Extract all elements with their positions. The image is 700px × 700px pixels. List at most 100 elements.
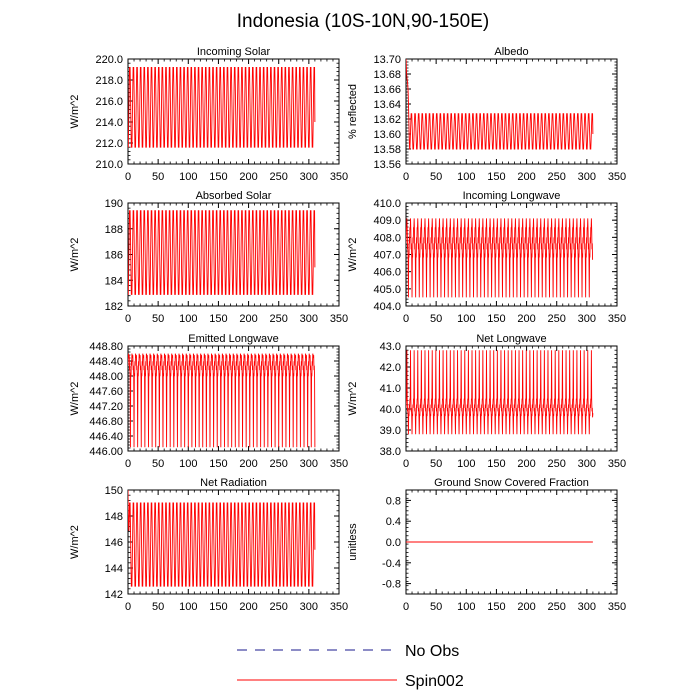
emitted-longwave-series-spin002 bbox=[128, 353, 316, 448]
net-longwave-ytick-label-4: 42.0 bbox=[380, 362, 401, 374]
ground-snow-covered-fraction-xtick-label-4: 200 bbox=[517, 601, 535, 613]
incoming-solar-title: Incoming Solar bbox=[197, 46, 271, 58]
incoming-longwave-ytick-label-0: 404.0 bbox=[373, 301, 401, 313]
absorbed-solar-series-spin002 bbox=[128, 210, 316, 295]
absorbed-solar-ytick-label-1: 184 bbox=[105, 275, 123, 287]
ground-snow-covered-fraction-xtick-label-7: 350 bbox=[608, 601, 626, 613]
panels: Incoming Solar W/m^2 0 50 100 150 200 250 300 350… bbox=[69, 46, 626, 613]
net-radiation-xtick-label-0: 0 bbox=[125, 601, 131, 613]
net-longwave-ytick-label-1: 39.0 bbox=[380, 425, 401, 437]
net-longwave-ytick-label-0: 38.0 bbox=[380, 446, 401, 458]
albedo-ytick-label-3: 13.62 bbox=[373, 114, 401, 126]
incoming-longwave-ytick-label-3: 407.0 bbox=[373, 250, 401, 262]
absorbed-solar-xtick-label-6: 300 bbox=[300, 313, 318, 325]
albedo-ytick-label-4: 13.64 bbox=[373, 99, 401, 111]
absorbed-solar-xtick-label-3: 150 bbox=[209, 313, 227, 325]
incoming-longwave-ytick-label-4: 408.0 bbox=[373, 232, 401, 244]
ground-snow-covered-fraction-xtick-label-2: 100 bbox=[457, 601, 475, 613]
ground-snow-covered-fraction-ytick-label-1: -0.4 bbox=[382, 558, 401, 570]
incoming-longwave-ytick-label-1: 405.0 bbox=[373, 284, 401, 296]
ground-snow-covered-fraction-xtick-label-5: 250 bbox=[548, 601, 566, 613]
net-longwave-series-spin002 bbox=[406, 350, 594, 435]
panel-net-longwave: Net Longwave W/m^2 0 50 100 150 200 250 300 350 38… bbox=[347, 333, 626, 470]
net-radiation-xtick-label-6: 300 bbox=[300, 601, 318, 613]
albedo-ytick-label-2: 13.60 bbox=[373, 129, 401, 141]
emitted-longwave-ylabel: W/m^2 bbox=[69, 382, 81, 416]
legend: No Obs Spin002 bbox=[237, 643, 464, 690]
emitted-longwave-xtick-label-5: 250 bbox=[270, 458, 288, 470]
panel-incoming-longwave: Incoming Longwave W/m^2 0 50 100 150 200 250 300… bbox=[347, 190, 626, 325]
absorbed-solar-ytick-label-4: 190 bbox=[105, 198, 123, 210]
albedo-xtick-label-1: 50 bbox=[430, 171, 442, 183]
emitted-longwave-title: Emitted Longwave bbox=[188, 333, 279, 345]
ground-snow-covered-fraction-xtick-label-6: 300 bbox=[578, 601, 596, 613]
emitted-longwave-xtick-label-4: 200 bbox=[239, 458, 257, 470]
ground-snow-covered-fraction-title: Ground Snow Covered Fraction bbox=[434, 477, 589, 489]
net-radiation-xtick-label-5: 250 bbox=[270, 601, 288, 613]
ground-snow-covered-fraction-ytick-label-2: 0.0 bbox=[386, 537, 401, 549]
emitted-longwave-ytick-label-3: 447.20 bbox=[89, 401, 123, 413]
emitted-longwave-xtick-label-6: 300 bbox=[300, 458, 318, 470]
incoming-solar-series-spin002 bbox=[128, 66, 316, 148]
emitted-longwave-ytick-label-6: 448.40 bbox=[89, 356, 123, 368]
net-radiation-ytick-label-3: 148 bbox=[105, 511, 123, 523]
net-radiation-ytick-label-2: 146 bbox=[105, 537, 123, 549]
ground-snow-covered-fraction-ytick-label-4: 0.8 bbox=[386, 495, 401, 507]
net-radiation-xtick-label-1: 50 bbox=[152, 601, 164, 613]
incoming-longwave-xtick-label-0: 0 bbox=[403, 313, 409, 325]
panel-net-radiation: Net Radiation W/m^2 0 50 100 150 200 250 300 350 1… bbox=[69, 477, 348, 613]
incoming-solar-ylabel: W/m^2 bbox=[69, 95, 81, 129]
emitted-longwave-ytick-label-7: 448.80 bbox=[89, 341, 123, 353]
net-longwave-xtick-label-6: 300 bbox=[578, 458, 596, 470]
emitted-longwave-ytick-label-5: 448.00 bbox=[89, 371, 123, 383]
net-radiation-xtick-label-2: 100 bbox=[179, 601, 197, 613]
incoming-longwave-xtick-label-7: 350 bbox=[608, 313, 626, 325]
absorbed-solar-ytick-label-0: 182 bbox=[105, 301, 123, 313]
incoming-longwave-xtick-label-1: 50 bbox=[430, 313, 442, 325]
net-radiation-ytick-label-0: 142 bbox=[105, 589, 123, 601]
ground-snow-covered-fraction-xtick-label-1: 50 bbox=[430, 601, 442, 613]
albedo-ytick-label-1: 13.58 bbox=[373, 144, 401, 156]
absorbed-solar-xtick-label-0: 0 bbox=[125, 313, 131, 325]
albedo-xtick-label-5: 250 bbox=[548, 171, 566, 183]
net-longwave-xtick-label-7: 350 bbox=[608, 458, 626, 470]
panel-absorbed-solar: Absorbed Solar W/m^2 0 50 100 150 200 250 300 350… bbox=[69, 190, 348, 325]
incoming-longwave-ytick-label-2: 406.0 bbox=[373, 267, 401, 279]
emitted-longwave-xtick-label-7: 350 bbox=[330, 458, 348, 470]
net-radiation-ytick-label-1: 144 bbox=[105, 563, 123, 575]
emitted-longwave-ytick-label-2: 446.80 bbox=[89, 416, 123, 428]
incoming-solar-ytick-label-0: 210.0 bbox=[95, 159, 123, 171]
absorbed-solar-xtick-label-7: 350 bbox=[330, 313, 348, 325]
incoming-solar-xtick-label-5: 250 bbox=[270, 171, 288, 183]
albedo-xtick-label-0: 0 bbox=[403, 171, 409, 183]
albedo-ytick-label-7: 13.70 bbox=[373, 54, 401, 66]
incoming-longwave-ylabel: W/m^2 bbox=[347, 238, 359, 272]
net-radiation-xtick-label-7: 350 bbox=[330, 601, 348, 613]
incoming-longwave-ytick-label-5: 409.0 bbox=[373, 215, 401, 227]
albedo-frame bbox=[405, 58, 618, 165]
incoming-solar-xtick-label-1: 50 bbox=[152, 171, 164, 183]
albedo-xtick-label-4: 200 bbox=[517, 171, 535, 183]
albedo-ytick-label-6: 13.68 bbox=[373, 69, 401, 81]
incoming-longwave-series-spin002 bbox=[406, 218, 594, 298]
incoming-solar-xtick-label-7: 350 bbox=[330, 171, 348, 183]
net-radiation-title: Net Radiation bbox=[200, 477, 267, 489]
incoming-longwave-xtick-label-5: 250 bbox=[548, 313, 566, 325]
net-longwave-xtick-label-5: 250 bbox=[548, 458, 566, 470]
net-radiation-xtick-label-3: 150 bbox=[209, 601, 227, 613]
ground-snow-covered-fraction-ytick-label-0: -0.8 bbox=[382, 579, 401, 591]
emitted-longwave-ytick-label-4: 447.60 bbox=[89, 386, 123, 398]
albedo-title: Albedo bbox=[494, 46, 528, 58]
absorbed-solar-xtick-label-5: 250 bbox=[270, 313, 288, 325]
net-longwave-ytick-label-2: 40.0 bbox=[380, 404, 401, 416]
incoming-solar-xtick-label-6: 300 bbox=[300, 171, 318, 183]
net-longwave-title: Net Longwave bbox=[476, 333, 546, 345]
incoming-longwave-ytick-label-6: 410.0 bbox=[373, 198, 401, 210]
legend-label-no-obs: No Obs bbox=[405, 643, 459, 660]
incoming-longwave-title: Incoming Longwave bbox=[463, 190, 561, 202]
albedo-xtick-label-3: 150 bbox=[487, 171, 505, 183]
legend-label-spin002: Spin002 bbox=[405, 673, 464, 690]
panel-ground-snow-covered-fraction: Ground Snow Covered Fraction unitless 0 50 1… bbox=[347, 477, 626, 613]
absorbed-solar-ytick-label-3: 188 bbox=[105, 224, 123, 236]
